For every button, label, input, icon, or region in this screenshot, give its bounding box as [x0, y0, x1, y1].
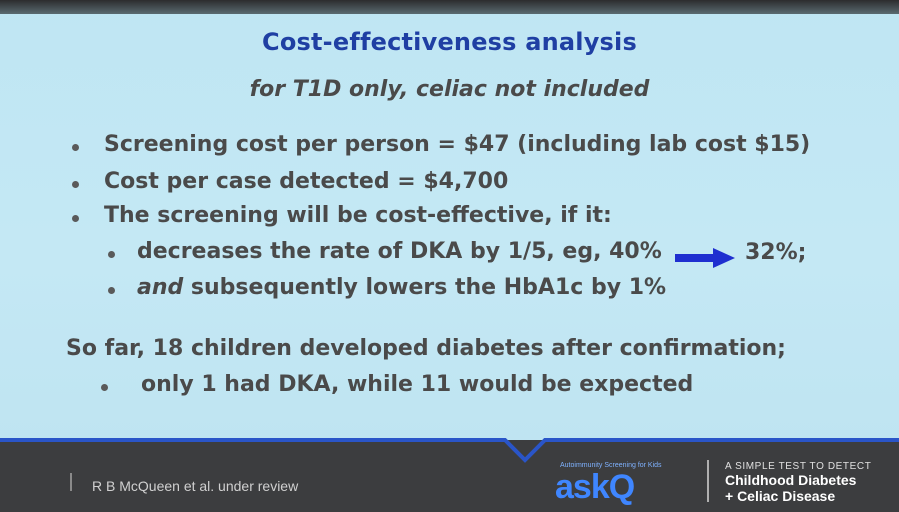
- footer-notch-shape: [0, 438, 899, 463]
- bullet-cost-per-case: Cost per case detected = $4,700: [104, 169, 509, 194]
- right-arrow-icon: [675, 248, 735, 268]
- hba1c-text: subsequently lowers the HbA1c by 1%: [183, 275, 667, 300]
- tagline-3: + Celiac Disease: [725, 488, 836, 504]
- sub-bullet-dka: decreases the rate of DKA by 1/5, eg, 40…: [137, 239, 662, 264]
- bullet-dot-icon: [72, 215, 79, 222]
- bullet-cost-effective-if: The screening will be cost-effective, if…: [104, 203, 612, 228]
- logo-divider: [707, 460, 709, 502]
- tagline-2: Childhood Diabetes: [725, 472, 857, 488]
- sub-bullet-dot-icon: [108, 287, 115, 294]
- slide-subtitle: for T1D only, celiac not included: [249, 77, 650, 102]
- dka-result-value: 32%;: [745, 240, 807, 265]
- sub-bullet-dot-icon: [101, 384, 108, 391]
- sub-bullet-hba1c: and subsequently lowers the HbA1c by 1%: [137, 275, 666, 300]
- sub-bullet-dot-icon: [108, 251, 115, 258]
- summary-text: So far, 18 children developed diabetes a…: [66, 336, 786, 361]
- and-word: and: [137, 275, 184, 300]
- citation-text: R B McQueen et al. under review: [92, 478, 299, 494]
- summary-sub-text: only 1 had DKA, while 11 would be expect…: [141, 372, 694, 397]
- bullet-dot-icon: [72, 181, 79, 188]
- bullet-dot-icon: [72, 144, 79, 151]
- citation-divider: [70, 473, 72, 491]
- slide-title: Cost-effectiveness analysis: [262, 28, 637, 56]
- bullet-screening-cost: Screening cost per person = $47 (includi…: [104, 132, 811, 157]
- top-strip: [0, 0, 899, 14]
- tagline-1: A SIMPLE TEST TO DETECT: [725, 461, 872, 472]
- logo-small-text: Autoimmunity Screening for Kids: [560, 462, 662, 469]
- footer-bar: [0, 440, 899, 512]
- ask-logo: askQ: [555, 468, 635, 506]
